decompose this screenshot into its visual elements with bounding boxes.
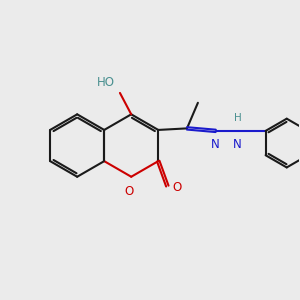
- Text: O: O: [173, 181, 182, 194]
- Text: HO: HO: [97, 76, 115, 89]
- Text: N: N: [211, 138, 220, 151]
- Text: N: N: [233, 138, 242, 151]
- Text: O: O: [124, 185, 134, 198]
- Text: H: H: [234, 113, 242, 123]
